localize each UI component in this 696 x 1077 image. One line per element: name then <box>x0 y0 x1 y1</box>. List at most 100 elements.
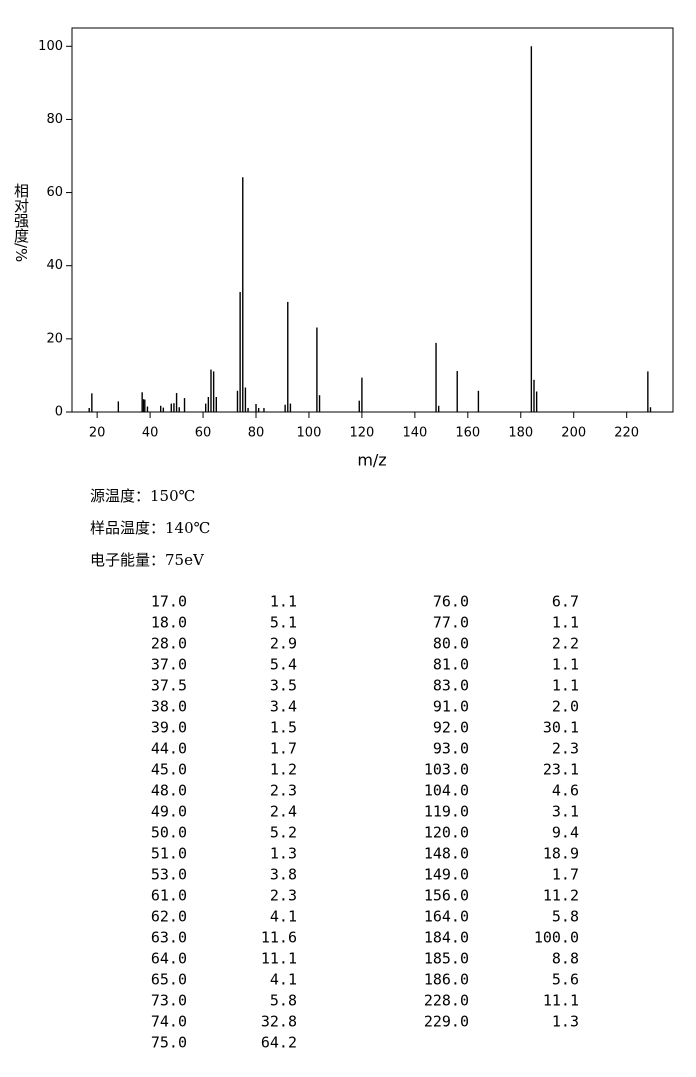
table-intensity: 8.8 <box>552 950 579 968</box>
x-axis-label: m/z <box>357 451 386 470</box>
table-intensity: 6.7 <box>552 593 579 611</box>
table-intensity: 5.8 <box>552 908 579 926</box>
table-intensity: 1.3 <box>270 845 297 863</box>
table-mz: 81.0 <box>433 656 469 674</box>
table-intensity: 2.3 <box>270 887 297 905</box>
table-intensity: 1.3 <box>552 1013 579 1031</box>
table-intensity: 11.1 <box>261 950 297 968</box>
table-intensity: 1.1 <box>552 677 579 695</box>
table-intensity: 3.5 <box>270 677 297 695</box>
x-tick-label: 220 <box>614 426 639 441</box>
table-mz: 50.0 <box>151 824 187 842</box>
table-mz: 49.0 <box>151 803 187 821</box>
x-tick-label: 60 <box>195 426 212 441</box>
x-tick-label: 40 <box>142 426 159 441</box>
table-mz: 65.0 <box>151 971 187 989</box>
table-intensity: 2.2 <box>552 635 579 653</box>
plot-frame <box>71 27 674 413</box>
table-intensity: 5.8 <box>270 992 297 1010</box>
table-intensity: 3.8 <box>270 866 297 884</box>
table-mz: 63.0 <box>151 929 187 947</box>
y-tick-label: 100 <box>38 39 63 54</box>
table-mz: 149.0 <box>424 866 469 884</box>
table-intensity: 2.3 <box>552 740 579 758</box>
table-intensity: 3.1 <box>552 803 579 821</box>
table-intensity: 32.8 <box>261 1013 297 1031</box>
table-mz: 45.0 <box>151 761 187 779</box>
table-intensity: 11.2 <box>543 887 579 905</box>
table-mz: 229.0 <box>424 1013 469 1031</box>
electron-energy: 电子能量：75eV <box>90 551 205 569</box>
table-mz: 120.0 <box>424 824 469 842</box>
table-mz: 28.0 <box>151 635 187 653</box>
table-intensity: 64.2 <box>261 1034 297 1052</box>
table-intensity: 2.9 <box>270 635 297 653</box>
table-intensity: 2.3 <box>270 782 297 800</box>
sample-temperature: 样品温度：140℃ <box>90 519 210 537</box>
table-intensity: 2.0 <box>552 698 579 716</box>
table-mz: 48.0 <box>151 782 187 800</box>
table-intensity: 18.9 <box>543 845 579 863</box>
table-mz: 185.0 <box>424 950 469 968</box>
table-mz: 92.0 <box>433 719 469 737</box>
y-tick-label: 60 <box>46 185 63 200</box>
x-tick-label: 80 <box>248 426 265 441</box>
table-mz: 44.0 <box>151 740 187 758</box>
table-mz: 18.0 <box>151 614 187 632</box>
table-mz: 77.0 <box>433 614 469 632</box>
table-mz: 104.0 <box>424 782 469 800</box>
table-intensity: 2.4 <box>270 803 297 821</box>
x-tick-label: 160 <box>455 426 480 441</box>
table-intensity: 23.1 <box>543 761 579 779</box>
table-mz: 37.5 <box>151 677 187 695</box>
table-mz: 91.0 <box>433 698 469 716</box>
table-intensity: 5.1 <box>270 614 297 632</box>
table-mz: 228.0 <box>424 992 469 1010</box>
table-intensity: 1.2 <box>270 761 297 779</box>
x-tick-label: 120 <box>349 426 374 441</box>
table-mz: 83.0 <box>433 677 469 695</box>
x-tick-label: 200 <box>561 426 586 441</box>
table-mz: 184.0 <box>424 929 469 947</box>
table-mz: 75.0 <box>151 1034 187 1052</box>
table-mz: 17.0 <box>151 593 187 611</box>
table-mz: 61.0 <box>151 887 187 905</box>
table-intensity: 1.1 <box>552 656 579 674</box>
table-intensity: 4.1 <box>270 971 297 989</box>
table-mz: 51.0 <box>151 845 187 863</box>
table-intensity: 5.4 <box>270 656 297 674</box>
table-intensity: 9.4 <box>552 824 579 842</box>
table-intensity: 5.2 <box>270 824 297 842</box>
table-mz: 38.0 <box>151 698 187 716</box>
y-tick-label: 40 <box>46 258 63 273</box>
table-mz: 37.0 <box>151 656 187 674</box>
table-intensity: 30.1 <box>543 719 579 737</box>
x-tick-label: 180 <box>508 426 533 441</box>
table-mz: 186.0 <box>424 971 469 989</box>
table-mz: 156.0 <box>424 887 469 905</box>
table-mz: 53.0 <box>151 866 187 884</box>
table-mz: 39.0 <box>151 719 187 737</box>
y-axis-label: 相对强度/% <box>12 183 30 262</box>
table-intensity: 1.7 <box>552 866 579 884</box>
table-mz: 148.0 <box>424 845 469 863</box>
table-mz: 80.0 <box>433 635 469 653</box>
table-mz: 164.0 <box>424 908 469 926</box>
table-intensity: 100.0 <box>534 929 579 947</box>
table-intensity: 4.6 <box>552 782 579 800</box>
x-tick-label: 20 <box>89 426 106 441</box>
table-intensity: 1.1 <box>270 593 297 611</box>
x-tick-label: 100 <box>297 426 322 441</box>
table-mz: 103.0 <box>424 761 469 779</box>
table-mz: 93.0 <box>433 740 469 758</box>
table-intensity: 1.7 <box>270 740 297 758</box>
source-temperature: 源温度：150℃ <box>90 487 195 505</box>
y-tick-label: 0 <box>55 405 63 420</box>
table-mz: 76.0 <box>433 593 469 611</box>
y-tick-label: 20 <box>46 331 63 346</box>
table-mz: 62.0 <box>151 908 187 926</box>
table-mz: 119.0 <box>424 803 469 821</box>
table-mz: 64.0 <box>151 950 187 968</box>
table-intensity: 5.6 <box>552 971 579 989</box>
table-intensity: 11.1 <box>543 992 579 1010</box>
